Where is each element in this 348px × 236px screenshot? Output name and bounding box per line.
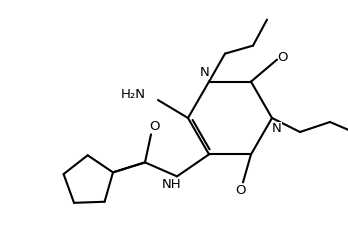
Text: O: O bbox=[150, 120, 160, 133]
Text: H₂N: H₂N bbox=[121, 88, 146, 101]
Text: O: O bbox=[278, 51, 288, 64]
Text: O: O bbox=[236, 184, 246, 197]
Text: N: N bbox=[272, 122, 282, 135]
Text: N: N bbox=[200, 66, 210, 79]
Text: NH: NH bbox=[162, 178, 182, 191]
